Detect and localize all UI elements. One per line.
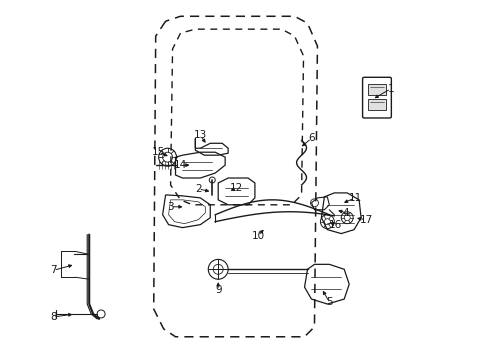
Text: 10: 10 xyxy=(251,230,264,240)
Bar xyxy=(367,99,385,109)
Text: 6: 6 xyxy=(307,133,314,143)
Bar xyxy=(367,84,385,95)
Text: 17: 17 xyxy=(359,215,372,225)
Text: 7: 7 xyxy=(50,265,57,275)
Text: 14: 14 xyxy=(174,160,187,170)
Text: 12: 12 xyxy=(229,183,242,193)
FancyBboxPatch shape xyxy=(362,77,390,118)
Text: 8: 8 xyxy=(50,312,57,322)
Text: 13: 13 xyxy=(193,130,206,140)
Text: 1: 1 xyxy=(387,84,393,94)
Text: 5: 5 xyxy=(325,297,332,307)
Text: 2: 2 xyxy=(195,184,201,194)
Text: 3: 3 xyxy=(167,202,174,212)
Text: 15: 15 xyxy=(152,147,165,157)
Text: 11: 11 xyxy=(348,193,361,203)
Text: 9: 9 xyxy=(214,285,221,295)
Text: 4: 4 xyxy=(342,208,349,218)
Text: 16: 16 xyxy=(328,220,341,230)
